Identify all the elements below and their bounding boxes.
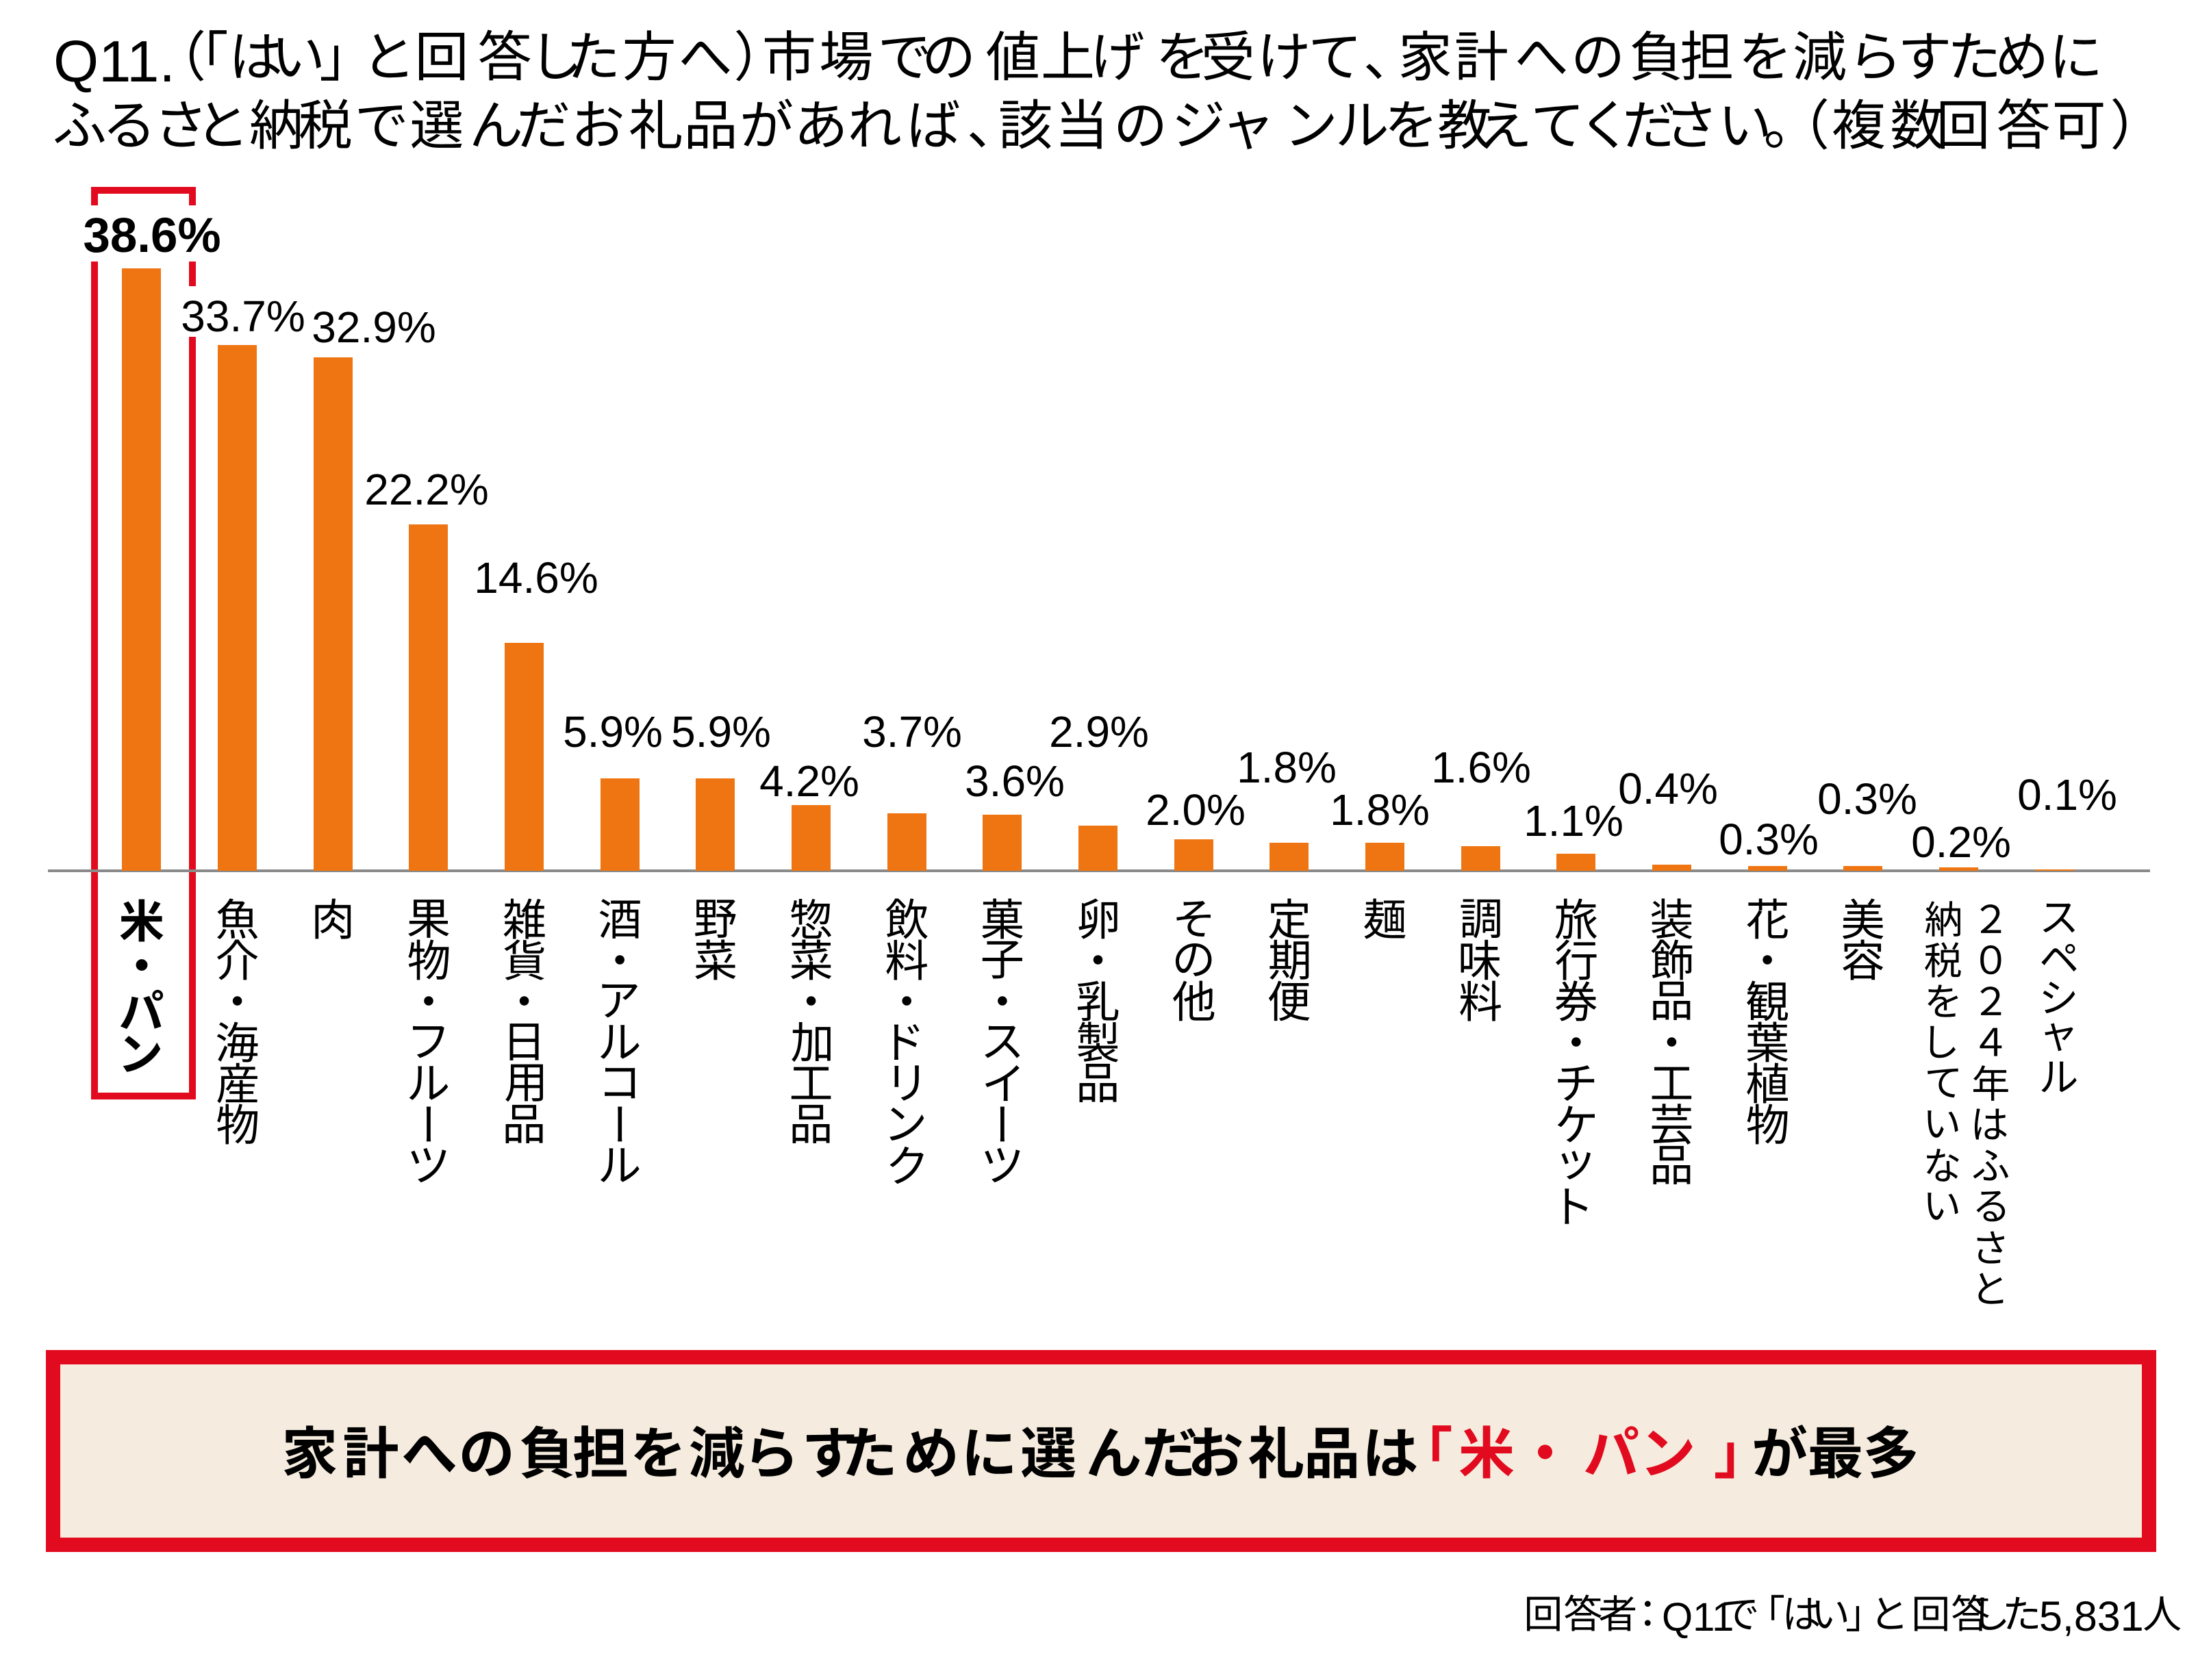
svg-text:1.1%: 1.1% [1524,796,1624,845]
svg-text:5,831: 5,831 [2039,1593,2144,1640]
svg-text:14.6%: 14.6% [474,553,598,602]
svg-text:1.8%: 1.8% [1237,743,1337,792]
svg-text:0.4%: 0.4% [1618,764,1718,813]
svg-text:2.9%: 2.9% [1049,707,1149,756]
svg-text:33.7%: 33.7% [181,292,305,341]
svg-text:38.6%: 38.6% [83,209,220,263]
svg-text:5.9%: 5.9% [563,707,663,756]
svg-text:3.7%: 3.7% [862,707,962,756]
svg-text:0.2%: 0.2% [1911,817,2011,867]
svg-text:1.6%: 1.6% [1431,743,1531,792]
svg-text:0.3%: 0.3% [1817,774,1917,824]
svg-text:5.9%: 5.9% [671,707,771,756]
svg-text:0.1%: 0.1% [2017,770,2117,819]
svg-text:4.2%: 4.2% [759,756,859,806]
svg-text:0.3%: 0.3% [1719,815,1819,864]
svg-text:2.0%: 2.0% [1146,785,1246,835]
svg-text:Q11.: Q11. [53,29,175,94]
svg-text:1.8%: 1.8% [1330,785,1430,835]
svg-text:Q11: Q11 [1662,1595,1734,1640]
svg-text:32.9%: 32.9% [312,303,435,352]
svg-text:3.6%: 3.6% [965,756,1065,806]
svg-text:22.2%: 22.2% [364,465,488,514]
